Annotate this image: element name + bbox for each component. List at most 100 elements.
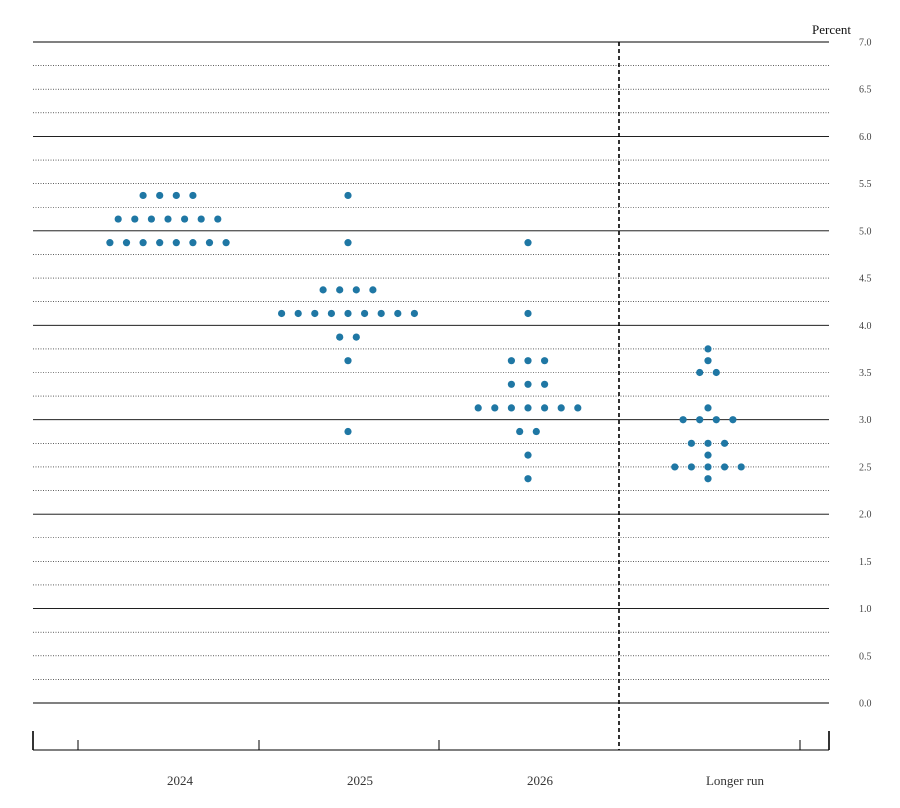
projection-dot	[181, 215, 189, 223]
projection-dot	[574, 404, 582, 412]
projection-dot	[524, 475, 532, 483]
projection-dot	[189, 191, 197, 200]
projection-dot	[410, 309, 418, 318]
projection-dot	[164, 215, 172, 223]
projection-dot	[687, 463, 696, 471]
projection-dot	[147, 215, 155, 223]
projection-dot	[729, 416, 737, 424]
projection-dot	[156, 239, 164, 247]
projection-dot	[474, 404, 482, 412]
projection-dot	[352, 333, 360, 341]
projection-dot	[336, 286, 344, 294]
projection-dot	[507, 404, 515, 412]
projection-dot	[516, 427, 524, 436]
projection-dot	[696, 368, 704, 377]
projection-dot	[172, 239, 180, 247]
projection-dot	[507, 357, 515, 365]
projection-dot	[704, 451, 712, 459]
projection-dot	[156, 191, 164, 200]
projection-dot	[737, 463, 745, 471]
projection-dot	[721, 463, 729, 471]
y-tick-label: 4.0	[859, 321, 872, 332]
y-tick-label: 3.5	[859, 368, 872, 379]
y-tick-label: 2.5	[859, 462, 872, 473]
projection-dot	[311, 309, 319, 318]
projection-dot	[352, 286, 360, 294]
projection-dot	[524, 309, 532, 318]
projection-dot	[507, 380, 515, 388]
projection-dot	[491, 404, 499, 412]
projection-dot	[344, 239, 352, 247]
y-tick-label: 0.0	[859, 699, 872, 710]
projection-dot	[294, 309, 302, 318]
projection-dot	[524, 404, 532, 412]
projection-dot	[172, 191, 180, 200]
projection-dot	[197, 215, 205, 223]
projection-dot	[319, 286, 327, 294]
x-category-label: 2024	[167, 773, 194, 788]
y-tick-label: 4.5	[859, 274, 872, 285]
projection-dot	[721, 439, 729, 447]
y-tick-label: 6.0	[859, 132, 872, 143]
grid-layer	[33, 41, 829, 704]
dot-layer	[106, 191, 745, 483]
projection-dot	[696, 416, 704, 424]
projection-dot	[369, 286, 377, 294]
projection-dot	[671, 463, 679, 471]
projection-dot	[394, 309, 402, 318]
projection-dot	[712, 368, 720, 377]
projection-dot	[524, 357, 532, 365]
projection-dot	[327, 309, 335, 318]
projection-dot	[131, 215, 139, 223]
projection-dot	[139, 191, 147, 200]
projection-dot	[344, 309, 352, 318]
x-axis	[32, 731, 830, 751]
projection-dot	[106, 239, 114, 247]
projection-dot	[114, 215, 122, 223]
projection-dot	[122, 239, 131, 247]
projection-dot	[524, 239, 532, 247]
projection-dot	[541, 380, 549, 388]
unit-label: Percent	[812, 22, 851, 37]
projection-dot	[704, 357, 712, 365]
projection-dot	[377, 309, 385, 318]
y-tick-label: 5.5	[859, 179, 872, 190]
projection-dot	[139, 239, 147, 247]
y-tick-label: 5.0	[859, 226, 872, 237]
projection-dot	[361, 309, 369, 318]
projection-dot	[679, 416, 687, 424]
projection-dot	[344, 191, 352, 200]
projection-dot	[704, 345, 712, 353]
projection-dot	[524, 380, 532, 388]
projection-dot	[704, 463, 712, 471]
projection-dot	[712, 416, 720, 424]
projection-dot	[189, 239, 197, 247]
projection-dot	[541, 404, 549, 412]
projection-dot	[214, 215, 222, 223]
projection-dot	[541, 357, 549, 365]
y-tick-label: 6.5	[859, 85, 872, 96]
x-tick-labels: 2024 2025 2026 Longer run	[167, 773, 765, 788]
y-tick-label: 1.0	[859, 604, 872, 615]
projection-dot	[222, 239, 230, 247]
y-tick-label: 3.0	[859, 415, 872, 426]
y-tick-label: 1.5	[859, 557, 872, 568]
projection-dot	[205, 239, 214, 247]
projection-dot	[278, 309, 286, 318]
y-tick-label: 2.0	[859, 510, 872, 521]
y-tick-labels: 0.0 0.5 1.0 1.5 2.0 2.5 3.0 3.5 4.0 4.5 5.0 5.5 6.0 6…	[859, 38, 872, 710]
projection-dot	[557, 404, 565, 412]
projection-dot	[524, 451, 532, 459]
x-category-label: 2026	[527, 773, 554, 788]
projection-dot	[704, 404, 712, 412]
y-tick-label: 0.5	[859, 651, 872, 662]
projection-dot	[344, 357, 352, 365]
projection-dot	[344, 427, 352, 436]
projection-dot	[687, 439, 696, 447]
projection-dot	[704, 439, 712, 447]
x-category-label: 2025	[347, 773, 373, 788]
y-tick-label: 7.0	[859, 38, 872, 49]
x-category-label: Longer run	[706, 773, 765, 788]
